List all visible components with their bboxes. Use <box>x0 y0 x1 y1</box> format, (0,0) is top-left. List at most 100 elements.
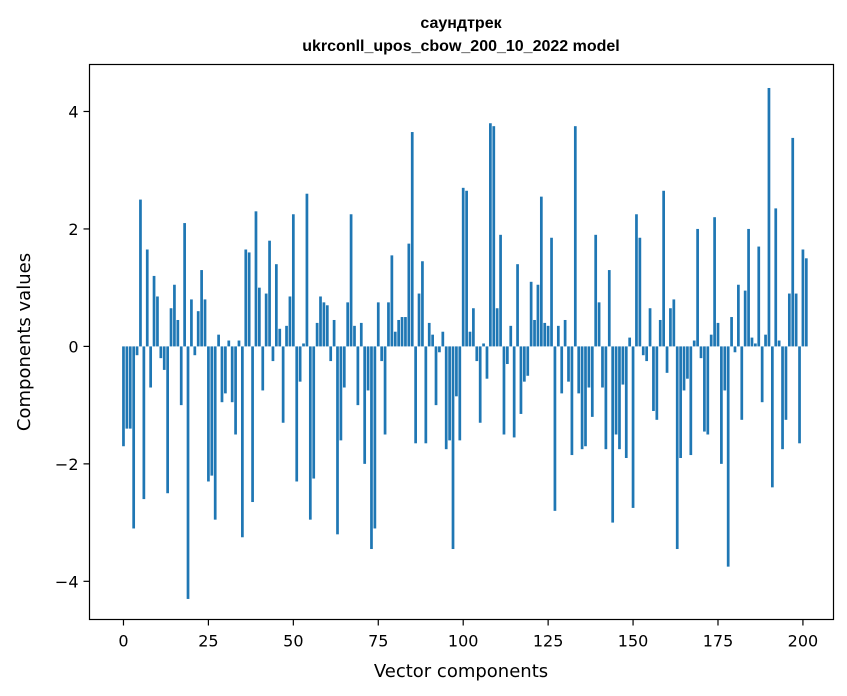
bar <box>380 346 384 362</box>
y-tick-label: 0 <box>68 337 78 356</box>
bar <box>696 228 699 347</box>
bar <box>621 346 625 385</box>
bar <box>662 190 665 347</box>
bar <box>679 346 682 458</box>
bar <box>509 325 513 347</box>
bar <box>393 331 397 347</box>
bar <box>543 322 547 347</box>
bar <box>607 270 611 347</box>
bar <box>217 334 220 347</box>
bar <box>339 346 343 441</box>
bar <box>427 322 431 347</box>
bar <box>295 346 299 482</box>
bar <box>499 234 502 347</box>
bar <box>733 346 737 353</box>
bar <box>550 237 553 347</box>
bar <box>492 126 496 347</box>
bar <box>346 302 350 347</box>
bar <box>658 319 662 347</box>
bar <box>584 346 587 447</box>
bar <box>495 308 499 347</box>
bar <box>149 346 153 388</box>
bar <box>356 346 360 406</box>
bar <box>234 346 237 435</box>
bar <box>665 346 669 373</box>
bar <box>176 319 180 347</box>
x-tick-label: 25 <box>198 632 218 651</box>
bar <box>638 237 642 347</box>
bar <box>417 293 421 347</box>
bar <box>441 331 445 347</box>
bar <box>767 87 771 347</box>
bar <box>329 346 333 362</box>
bar <box>169 308 173 347</box>
bar <box>553 346 557 511</box>
bar <box>414 346 417 444</box>
bar <box>716 322 720 347</box>
bar <box>156 296 159 347</box>
bar <box>424 346 428 444</box>
bar <box>230 346 234 403</box>
bar <box>135 346 139 356</box>
bar <box>434 346 438 406</box>
bar <box>546 325 550 347</box>
bar <box>251 346 254 503</box>
bar <box>468 331 472 347</box>
bar <box>764 334 767 347</box>
bar <box>387 302 390 347</box>
bar <box>556 325 560 347</box>
bar <box>258 287 261 347</box>
bar <box>224 346 227 394</box>
bar <box>475 346 479 362</box>
bar <box>529 281 533 347</box>
bar <box>489 123 492 347</box>
bar <box>366 346 370 391</box>
bar <box>421 261 424 347</box>
x-tick-label: 100 <box>448 632 479 651</box>
bar <box>210 346 214 476</box>
bar <box>618 346 621 450</box>
bar <box>465 190 468 347</box>
bar <box>410 132 414 347</box>
y-tick-label: 4 <box>68 102 78 121</box>
chart-title-line1: саундтрек <box>420 15 502 32</box>
bar <box>353 325 356 347</box>
bar <box>635 214 638 347</box>
bar <box>740 346 744 420</box>
bar <box>325 305 329 347</box>
bar <box>438 346 441 353</box>
bar <box>794 293 798 347</box>
y-tick-label: −2 <box>55 455 79 474</box>
x-axis-label: Vector components <box>374 661 548 682</box>
x-tick-label: 50 <box>283 632 303 651</box>
bar <box>631 346 635 508</box>
bar <box>319 296 322 347</box>
bar <box>692 340 696 347</box>
bar <box>122 346 125 447</box>
bar <box>220 346 224 403</box>
bar <box>312 346 316 479</box>
bar <box>512 346 516 438</box>
bar <box>580 346 584 450</box>
bar <box>784 346 788 420</box>
bar <box>342 346 346 388</box>
bar <box>682 346 686 391</box>
bar <box>539 196 543 347</box>
bar <box>373 346 377 529</box>
bar <box>159 346 163 359</box>
bar <box>125 346 129 429</box>
bar <box>200 270 203 347</box>
bar <box>720 346 723 464</box>
bar <box>383 346 387 435</box>
bar <box>611 346 615 523</box>
bar <box>519 346 523 414</box>
bar <box>655 346 659 420</box>
bar <box>726 346 730 567</box>
bar <box>754 343 757 347</box>
bar <box>587 346 591 388</box>
x-tick-label: 125 <box>533 632 564 651</box>
bar <box>533 319 536 347</box>
bar <box>645 346 649 362</box>
